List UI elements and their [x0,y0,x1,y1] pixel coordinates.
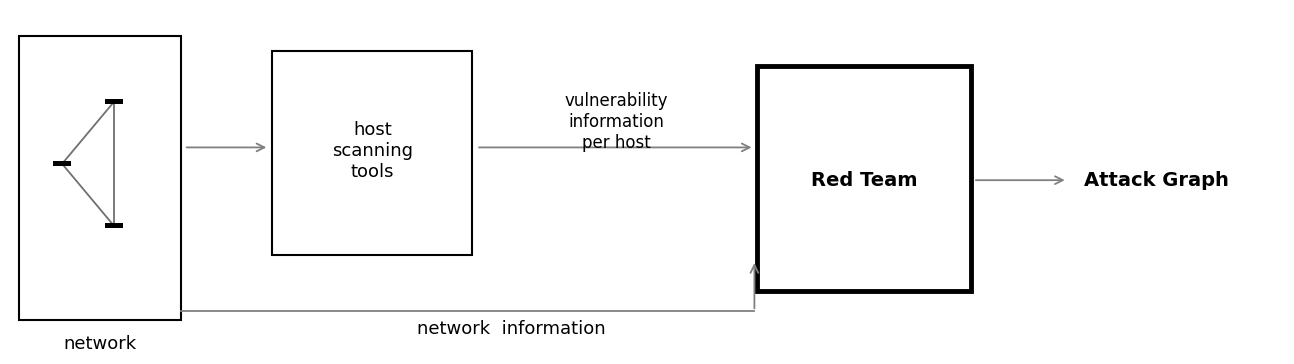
Text: network: network [63,335,136,353]
Bar [105,99,123,104]
Text: network  information: network information [417,320,606,339]
Bar [272,51,472,255]
Text: Red Team: Red Team [811,171,917,190]
Bar [757,66,970,291]
Text: host
scanning
tools: host scanning tools [333,121,413,181]
Text: Attack Graph: Attack Graph [1084,171,1229,190]
Bar [53,161,71,166]
Bar [105,223,123,228]
Text: vulnerability
information
per host: vulnerability information per host [564,92,668,152]
Bar [19,36,181,320]
